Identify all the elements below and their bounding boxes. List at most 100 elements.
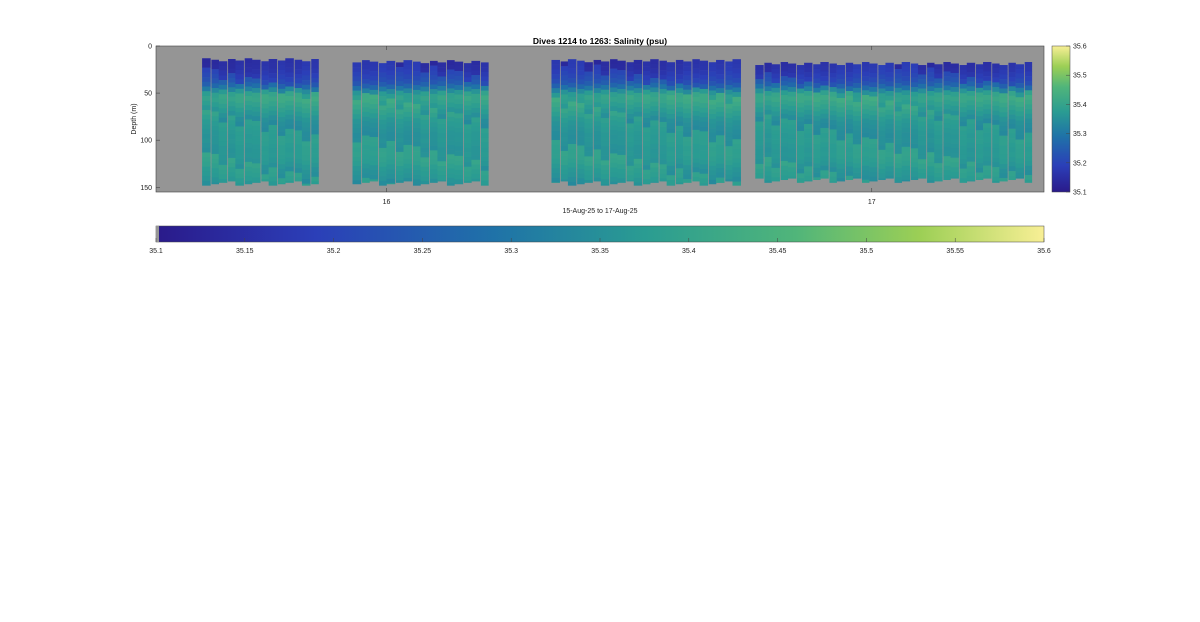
heatmap-cell [796, 173, 805, 179]
heatmap-cell [983, 123, 992, 129]
heatmap-cell [352, 147, 362, 153]
heatmap-cell [829, 87, 837, 93]
heatmap-cell [992, 143, 1000, 149]
heatmap-cell [1015, 101, 1024, 107]
heatmap-cell [813, 163, 821, 169]
heatmap-cell [471, 150, 481, 156]
heatmap-cell [369, 75, 379, 81]
heatmap-cell [593, 149, 602, 155]
heatmap-cell [446, 102, 455, 108]
heatmap-cell [804, 166, 813, 172]
heatmap-cell [966, 175, 976, 181]
heatmap-cell [764, 114, 772, 120]
heatmap-cell [699, 154, 709, 160]
heatmap-cell [252, 135, 261, 141]
heatmap-cell [362, 64, 370, 70]
heatmap-cell [771, 149, 780, 155]
heatmap-cell [560, 146, 569, 152]
heatmap-cell [927, 119, 935, 125]
heatmap-cell [950, 167, 959, 173]
heatmap-cell [845, 86, 854, 92]
heatmap-cell [878, 93, 886, 99]
heatmap-cell [577, 126, 585, 132]
heatmap-cell [211, 182, 219, 185]
heatmap-cell [633, 163, 643, 169]
heatmap-cell [235, 159, 244, 165]
heatmap-cell [235, 140, 244, 146]
heatmap-cell [420, 91, 430, 97]
heatmap-cell [429, 98, 438, 104]
heatmap-cell [268, 172, 278, 177]
heatmap-cell [787, 101, 797, 107]
heatmap-cell [642, 103, 651, 109]
heatmap-cell [836, 178, 846, 182]
heatmap-cell [975, 177, 984, 181]
heatmap-cell [301, 179, 311, 184]
chart-title: Dives 1214 to 1263: Salinity (psu) [533, 36, 667, 46]
heatmap-cell [959, 83, 968, 89]
heatmap-cell [362, 149, 370, 155]
heatmap-cell [396, 118, 404, 124]
heatmap-cell [787, 72, 797, 78]
heatmap-cell [202, 161, 211, 167]
heatmap-cell [211, 88, 219, 93]
heatmap-cell [403, 107, 413, 113]
heatmap-cell [910, 72, 919, 78]
heatmap-cell [1015, 111, 1024, 117]
heatmap-cell [228, 167, 236, 173]
heatmap-cell [796, 121, 805, 127]
heatmap-cell [894, 130, 902, 136]
heatmap-cell [650, 134, 659, 140]
heatmap-cell [252, 120, 261, 126]
heatmap-cell [992, 134, 1000, 140]
heatmap-cell [244, 67, 253, 73]
heatmap-cell [560, 103, 569, 109]
heatmap-cell [454, 104, 464, 109]
heatmap-cell [820, 66, 829, 72]
heatmap-cell [352, 133, 362, 138]
heatmap-cell [369, 155, 379, 161]
heatmap-cell [716, 130, 725, 136]
heatmap-cell [878, 145, 886, 151]
heatmap-cell [683, 179, 692, 183]
heatmap-cell [301, 127, 311, 133]
heatmap-cell [567, 167, 577, 173]
heatmap-cell [420, 110, 430, 116]
heatmap-cell [633, 116, 643, 122]
heatmap-cell [437, 104, 447, 110]
heatmap-cell [820, 109, 829, 115]
heatmap-cell [732, 101, 741, 107]
heatmap-cell [429, 79, 438, 85]
heatmap-cell [755, 168, 764, 174]
heatmap-cell [446, 97, 455, 103]
heatmap-cell [934, 125, 943, 131]
heatmap-cell [796, 65, 805, 70]
y-tick-label: 150 [140, 185, 152, 192]
heatmap-cell [551, 111, 560, 117]
heatmap-cell [471, 164, 481, 170]
heatmap-cell [885, 76, 894, 82]
heatmap-cell [244, 171, 253, 177]
heatmap-cell [894, 87, 902, 93]
heatmap-cell [311, 181, 319, 185]
heatmap-cell [412, 89, 421, 95]
heatmap-cell [934, 83, 943, 89]
heatmap-cell [228, 96, 236, 102]
heatmap-cell [577, 74, 585, 80]
heatmap-cell [420, 133, 430, 139]
heatmap-cell [1024, 118, 1033, 124]
heatmap-cell [732, 68, 741, 74]
heatmap-cell [1008, 100, 1016, 106]
heatmap-cell [252, 78, 261, 84]
heatmap-cell [560, 155, 569, 161]
heatmap-cell [666, 66, 676, 72]
heatmap-cell [725, 89, 733, 95]
heatmap-cell [277, 121, 286, 127]
heatmap-cell [927, 175, 935, 181]
heatmap-cell [910, 129, 919, 135]
heatmap-cell [352, 170, 362, 176]
heatmap-cell [626, 118, 635, 124]
heatmap-cell [966, 180, 976, 182]
heatmap-cell [584, 128, 593, 134]
heatmap-cell [910, 120, 919, 125]
